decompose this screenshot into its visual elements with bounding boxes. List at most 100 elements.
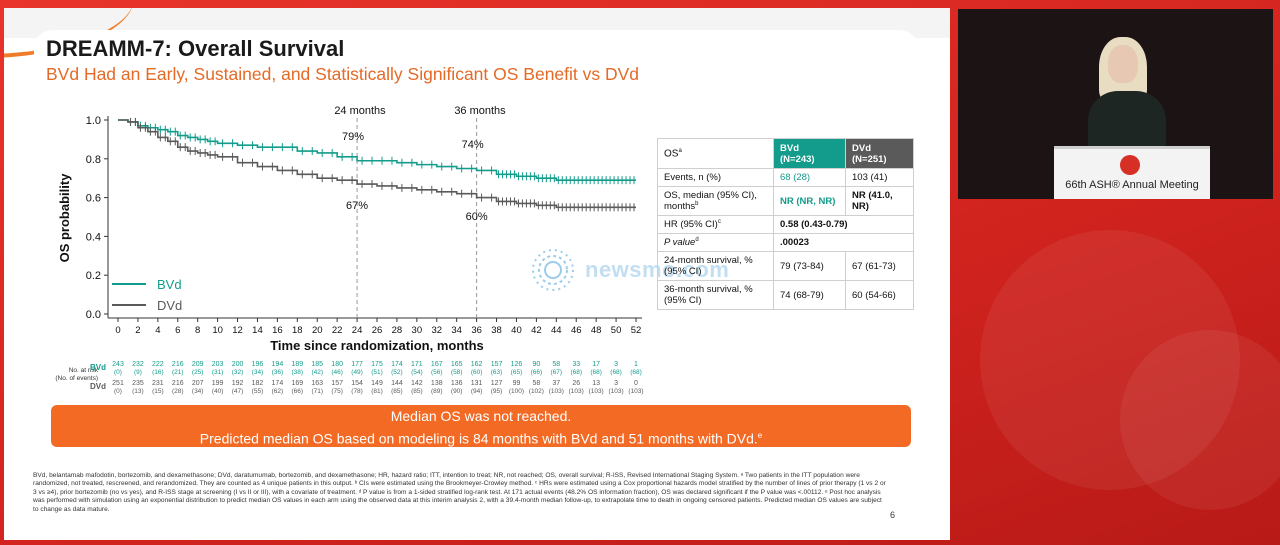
risk-number: 216	[172, 380, 184, 387]
risk-events: (38)	[292, 369, 304, 376]
table-header-bvd: BVd (N=243)	[773, 138, 846, 169]
risk-events: (103)	[589, 388, 604, 395]
row-label-median: OS, median (95% CI), monthsb	[657, 185, 774, 217]
x-tick-label: 12	[232, 325, 243, 336]
risk-events: (13)	[132, 388, 144, 395]
x-tick-label: 6	[175, 325, 180, 336]
x-tick-label: 36	[471, 325, 482, 336]
risk-number: 144	[391, 380, 403, 387]
risk-number: 209	[192, 361, 204, 368]
x-tick-label: 20	[312, 325, 323, 336]
x-tick-label: 34	[451, 325, 462, 336]
events-bvd: 68 (28)	[773, 168, 846, 187]
risk-events: (51)	[371, 369, 383, 376]
risk-events: (100)	[509, 388, 524, 395]
risk-events: (63)	[491, 369, 503, 376]
risk-events: (103)	[569, 388, 584, 395]
row-label-24mo: 24-month survival, % (95% CI)	[657, 251, 774, 282]
y-tick-label: 1.0	[86, 115, 101, 127]
legend-label-bvd: BVd	[157, 277, 182, 292]
risk-events: (66)	[292, 388, 304, 395]
risk-number: 0	[634, 380, 638, 387]
risk-number: 127	[491, 380, 503, 387]
slide-footnote: BVd, belantamab mafodotin, bortezomib, a…	[33, 472, 886, 513]
x-tick-label: 44	[551, 325, 562, 336]
events-dvd: 103 (41)	[845, 168, 914, 187]
annotation-label: 36 months	[454, 105, 506, 117]
row-label-hr: HR (95% CI)c	[657, 215, 774, 235]
risk-number: 200	[232, 361, 244, 368]
risk-number: 235	[132, 380, 144, 387]
risk-events: (32)	[232, 369, 244, 376]
slide-subtitle: BVd Had an Early, Sustained, and Statist…	[46, 64, 640, 84]
x-tick-label: 38	[491, 325, 502, 336]
risk-number: 199	[212, 380, 224, 387]
x-tick-label: 30	[412, 325, 423, 336]
risk-number: 180	[331, 361, 343, 368]
risk-number: 149	[371, 380, 383, 387]
risk-number: 203	[212, 361, 224, 368]
survival24-dvd: 67 (61-73)	[845, 251, 914, 282]
risk-number: 163	[311, 380, 323, 387]
risk-number: 167	[431, 361, 443, 368]
risk-number: 138	[431, 380, 443, 387]
x-tick-label: 28	[392, 325, 403, 336]
x-tick-label: 16	[272, 325, 283, 336]
risk-events: (68)	[590, 369, 602, 376]
risk-number: 1	[634, 361, 638, 368]
risk-events: (103)	[608, 388, 623, 395]
y-tick-label: 0.6	[86, 193, 101, 205]
x-tick-label: 46	[571, 325, 582, 336]
risk-events: (25)	[192, 369, 204, 376]
risk-events: (9)	[134, 369, 142, 376]
risk-number: 3	[614, 361, 618, 368]
x-tick-label: 32	[431, 325, 442, 336]
os-summary-table: OSa BVd (N=243) DVd (N=251) Events, n (%) …	[657, 138, 914, 311]
risk-table-header-sub: (No. of events)	[55, 375, 98, 382]
risk-events: (46)	[331, 369, 343, 376]
annotation-label: 24 months	[334, 105, 386, 117]
risk-events: (95)	[491, 388, 503, 395]
risk-events: (75)	[331, 388, 343, 395]
podium-label: 66th ASH® Annual Meeting	[1065, 179, 1199, 191]
risk-number: 185	[311, 361, 323, 368]
risk-number: 157	[491, 361, 503, 368]
annotation-dvd-value: 67%	[346, 200, 368, 212]
table-row: OS, median (95% CI), monthsb NR (NR, NR)…	[657, 185, 914, 217]
risk-number: 90	[532, 361, 540, 368]
risk-table-header: No. at risk	[69, 367, 99, 374]
risk-events: (89)	[431, 388, 443, 395]
survival36-bvd: 74 (68-79)	[773, 280, 846, 311]
risk-number: 194	[272, 361, 284, 368]
risk-events: (42)	[311, 369, 323, 376]
x-tick-label: 48	[591, 325, 602, 336]
risk-number: 13	[592, 380, 600, 387]
y-tick-label: 0.2	[86, 270, 101, 282]
p-value: .00023	[773, 233, 914, 253]
table-row: Events, n (%) 68 (28) 103 (41)	[657, 168, 914, 187]
x-tick-label: 14	[252, 325, 263, 336]
table-header-row: OSa BVd (N=243) DVd (N=251)	[657, 138, 914, 169]
banner-line-2: Predicted median OS based on modeling is…	[199, 430, 763, 447]
risk-number: 251	[112, 380, 124, 387]
risk-events: (40)	[212, 388, 224, 395]
risk-events: (85)	[391, 388, 403, 395]
median-dvd: NR (41.0, NR)	[845, 185, 914, 217]
risk-events: (67)	[551, 369, 563, 376]
x-tick-label: 10	[212, 325, 223, 336]
watermark-logo-icon	[532, 249, 574, 291]
risk-events: (94)	[471, 388, 483, 395]
background-circle	[980, 230, 1240, 490]
x-tick-label: 0	[115, 325, 120, 336]
km-curve-dvd	[118, 119, 636, 209]
row-label-events: Events, n (%)	[657, 168, 774, 187]
x-tick-label: 50	[611, 325, 622, 336]
x-tick-label: 2	[135, 325, 140, 336]
table-row: 36-month survival, % (95% CI) 74 (68-79)…	[657, 280, 914, 311]
table-header-os: OSa	[657, 138, 774, 169]
x-tick-label: 42	[531, 325, 542, 336]
risk-events: (52)	[391, 369, 403, 376]
risk-events: (102)	[529, 388, 544, 395]
risk-number: 177	[351, 361, 363, 368]
risk-number: 154	[351, 380, 363, 387]
